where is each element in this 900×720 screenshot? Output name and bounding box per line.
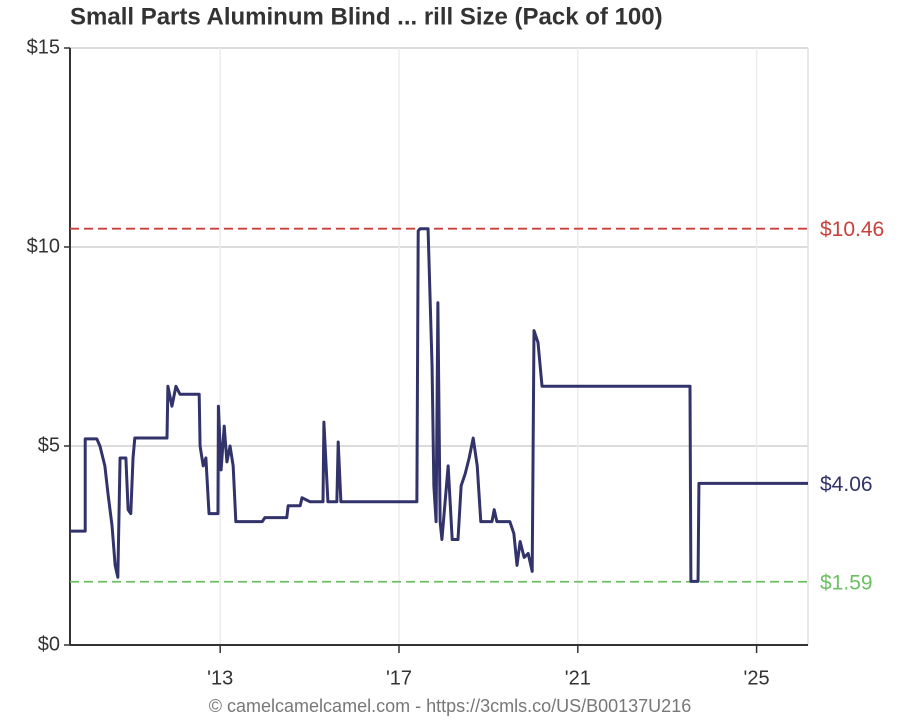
reference-label: $4.06 (820, 473, 873, 496)
x-tick-label: '25 (744, 667, 770, 689)
reference-label: $1.59 (820, 571, 873, 594)
chart-title: Small Parts Aluminum Blind ... rill Size… (70, 3, 663, 30)
x-tick-label: '17 (386, 667, 412, 689)
footer: © camelcamelcamel.com - https://3cmls.co… (209, 696, 691, 716)
x-tick-label: '13 (207, 667, 233, 689)
y-tick-label: $15 (27, 36, 60, 58)
reference-label: $10.46 (820, 218, 884, 241)
y-tick-label: $5 (38, 434, 60, 456)
x-tick-label: '21 (565, 667, 591, 689)
y-tick-label: $0 (38, 633, 60, 655)
price-line (70, 227, 808, 583)
y-tick-label: $10 (27, 235, 60, 257)
